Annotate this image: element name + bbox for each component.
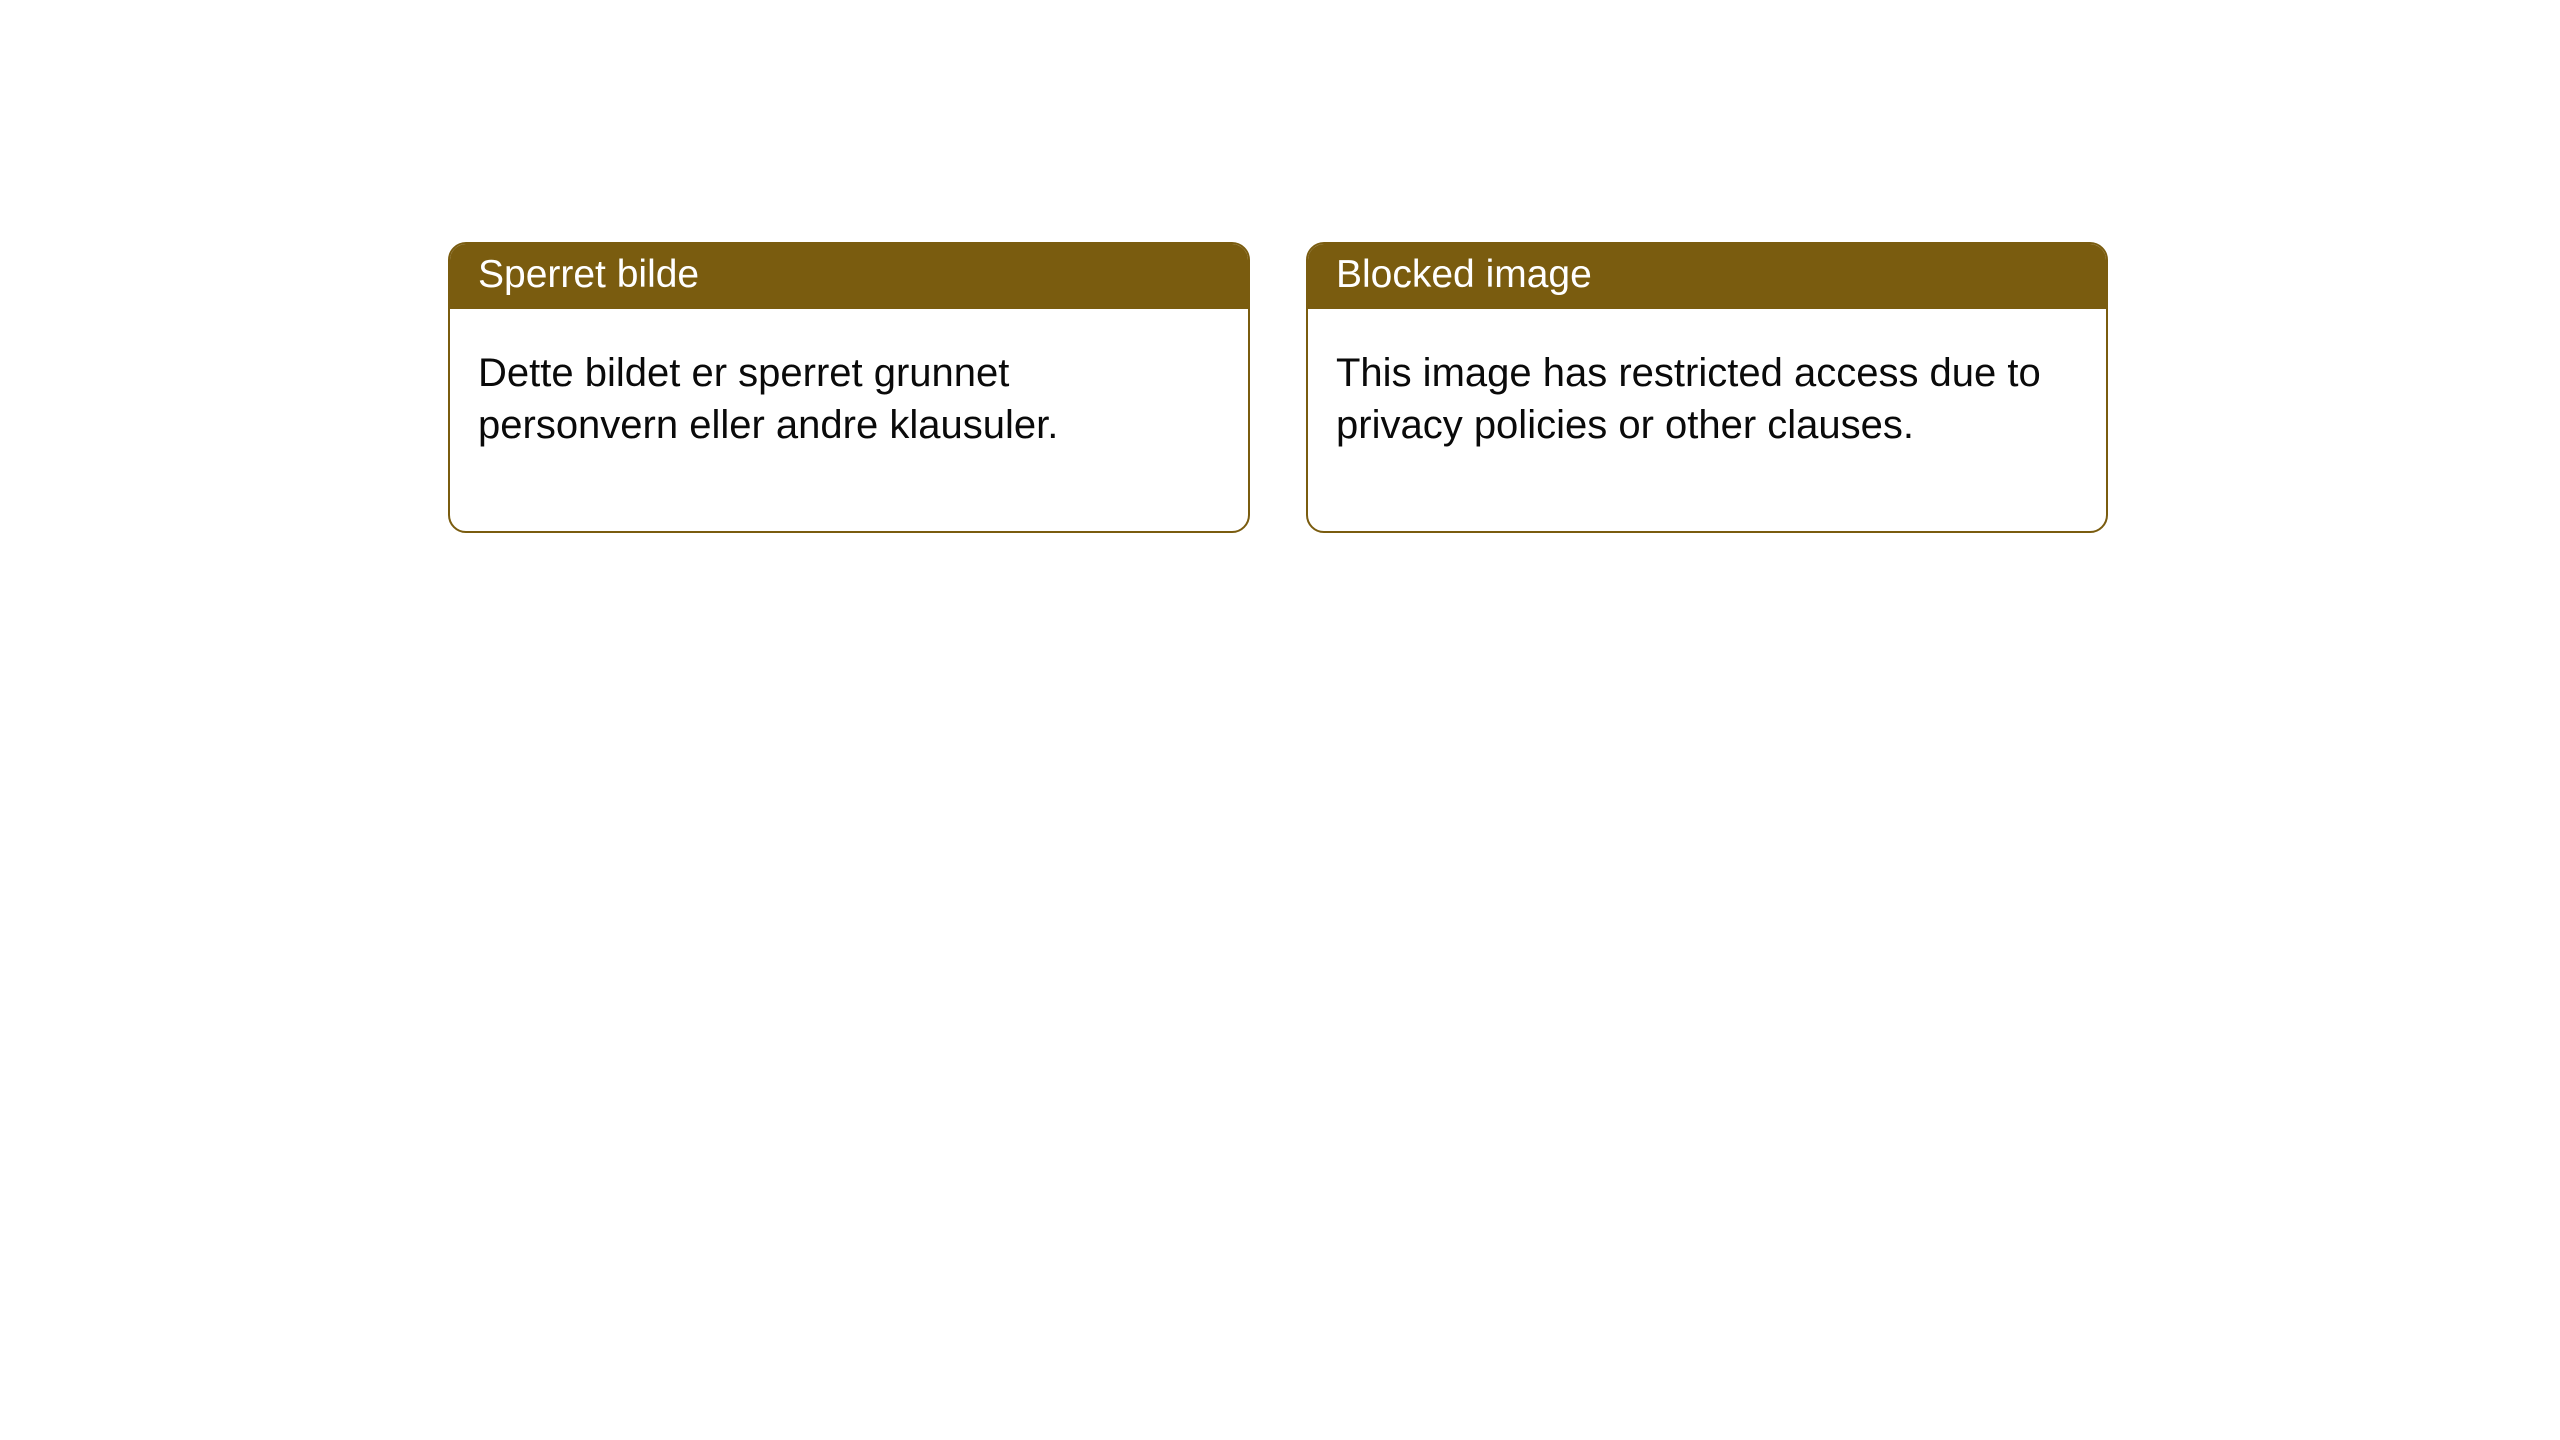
notice-container: Sperret bilde Dette bildet er sperret gr…	[0, 0, 2560, 533]
notice-body-norwegian: Dette bildet er sperret grunnet personve…	[450, 309, 1248, 531]
notice-box-norwegian: Sperret bilde Dette bildet er sperret gr…	[448, 242, 1250, 533]
notice-box-english: Blocked image This image has restricted …	[1306, 242, 2108, 533]
notice-body-english: This image has restricted access due to …	[1308, 309, 2106, 531]
notice-title-norwegian: Sperret bilde	[450, 244, 1248, 309]
notice-title-english: Blocked image	[1308, 244, 2106, 309]
